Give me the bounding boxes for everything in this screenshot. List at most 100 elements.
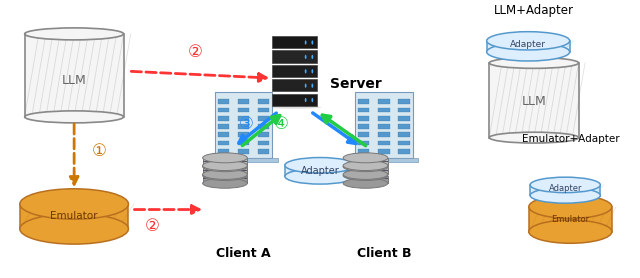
FancyBboxPatch shape [272,36,317,48]
FancyBboxPatch shape [486,41,570,52]
FancyBboxPatch shape [343,161,388,162]
FancyBboxPatch shape [272,79,317,91]
FancyBboxPatch shape [378,99,390,104]
Ellipse shape [305,55,307,59]
FancyBboxPatch shape [214,92,272,158]
FancyBboxPatch shape [258,141,269,145]
Ellipse shape [489,58,579,68]
Text: Client B: Client B [356,247,411,260]
FancyBboxPatch shape [272,65,317,77]
FancyBboxPatch shape [258,133,269,137]
Ellipse shape [203,169,247,179]
Ellipse shape [529,220,612,243]
FancyBboxPatch shape [258,108,269,112]
FancyBboxPatch shape [218,149,229,154]
FancyBboxPatch shape [358,108,369,112]
FancyBboxPatch shape [237,149,249,154]
Text: Server: Server [330,77,381,91]
Ellipse shape [25,28,124,40]
FancyBboxPatch shape [358,133,369,137]
Ellipse shape [268,106,321,109]
Text: ④: ④ [275,115,289,133]
Ellipse shape [529,195,612,219]
Ellipse shape [203,153,247,163]
Ellipse shape [203,170,247,180]
FancyBboxPatch shape [218,133,229,137]
FancyBboxPatch shape [378,116,390,121]
FancyBboxPatch shape [378,124,390,129]
FancyBboxPatch shape [358,99,369,104]
Ellipse shape [343,170,388,180]
FancyBboxPatch shape [378,149,390,154]
Ellipse shape [530,188,600,203]
FancyArrowPatch shape [70,124,78,184]
FancyBboxPatch shape [398,141,410,145]
FancyBboxPatch shape [343,178,388,179]
FancyBboxPatch shape [203,178,247,179]
Ellipse shape [203,178,247,188]
FancyBboxPatch shape [398,124,410,129]
FancyBboxPatch shape [203,175,247,183]
FancyBboxPatch shape [272,50,317,63]
Text: LLM: LLM [61,75,86,87]
FancyArrowPatch shape [134,206,199,214]
Ellipse shape [25,111,124,123]
FancyBboxPatch shape [218,108,229,112]
Ellipse shape [343,161,388,170]
Text: Emulator: Emulator [51,212,98,222]
FancyBboxPatch shape [358,124,369,129]
FancyBboxPatch shape [272,94,317,106]
FancyBboxPatch shape [237,99,249,104]
Ellipse shape [203,162,247,172]
FancyArrowPatch shape [131,71,266,81]
Ellipse shape [305,40,307,45]
Ellipse shape [343,169,388,179]
FancyArrowPatch shape [239,113,276,143]
FancyBboxPatch shape [285,165,355,176]
Text: ②: ② [145,217,159,235]
FancyBboxPatch shape [398,149,410,154]
FancyBboxPatch shape [349,158,419,162]
FancyBboxPatch shape [237,133,249,137]
Ellipse shape [203,161,247,170]
Ellipse shape [305,83,307,88]
Ellipse shape [343,178,388,188]
FancyBboxPatch shape [203,167,247,174]
FancyArrowPatch shape [313,113,356,143]
Ellipse shape [489,132,579,143]
FancyBboxPatch shape [355,92,413,158]
Text: ①: ① [92,142,107,160]
Ellipse shape [312,55,313,59]
FancyBboxPatch shape [218,141,229,145]
Ellipse shape [530,177,600,193]
FancyBboxPatch shape [237,124,249,129]
FancyBboxPatch shape [398,133,410,137]
Text: Adapter: Adapter [510,40,546,49]
Ellipse shape [486,43,570,61]
Ellipse shape [343,162,388,172]
FancyBboxPatch shape [258,116,269,121]
Ellipse shape [20,189,129,219]
Text: Emulator+Adapter: Emulator+Adapter [522,134,619,144]
FancyBboxPatch shape [398,99,410,104]
FancyBboxPatch shape [203,161,247,162]
Ellipse shape [305,98,307,102]
FancyBboxPatch shape [218,116,229,121]
Text: ②: ② [188,43,203,61]
FancyBboxPatch shape [398,116,410,121]
FancyBboxPatch shape [358,141,369,145]
FancyBboxPatch shape [343,158,388,166]
Text: ③: ③ [239,115,254,133]
Ellipse shape [312,83,313,88]
FancyBboxPatch shape [378,141,390,145]
FancyBboxPatch shape [258,99,269,104]
FancyBboxPatch shape [237,116,249,121]
FancyBboxPatch shape [378,108,390,112]
FancyBboxPatch shape [218,99,229,104]
FancyArrowPatch shape [323,115,365,146]
FancyBboxPatch shape [489,63,579,138]
Ellipse shape [312,69,313,73]
Text: LLM: LLM [522,95,547,108]
Ellipse shape [285,168,355,184]
FancyBboxPatch shape [258,124,269,129]
